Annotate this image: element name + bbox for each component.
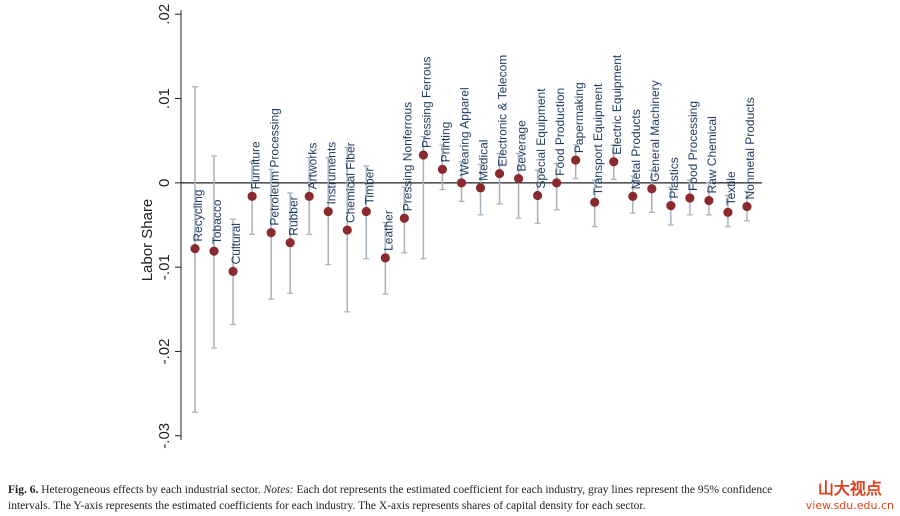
coefficient-dot [475, 183, 486, 193]
sector-label: Nonmetal Products [743, 97, 757, 199]
sector-label: Printing [439, 122, 453, 163]
sector-label: Special Equipment [534, 88, 548, 189]
coefficient-dot [571, 155, 581, 165]
coefficient-dot [590, 197, 600, 207]
coefficient-dot [685, 193, 695, 203]
sector-label: Tobacco [210, 199, 224, 244]
sector-label: Pressing Ferrous [420, 57, 434, 148]
sector-label: Food Processing [686, 101, 700, 191]
sector-label: Instruments [324, 142, 338, 205]
coefficient-dot [361, 206, 371, 217]
sector-label: Metal Products [629, 109, 643, 189]
caption-line: Fig. 6. Heterogeneous effects by each in… [8, 484, 778, 496]
watermark-name: 山大视点 [817, 479, 882, 498]
y-tick-label: -.01 [156, 254, 173, 280]
y-tick-label: .02 [156, 4, 173, 25]
sector-label: Pressing Nonferrous [401, 102, 415, 211]
sector-label: Beverage [515, 120, 529, 172]
coefficient-dot [323, 206, 333, 217]
coefficient-dot [628, 191, 638, 201]
y-axis-label: Labor Share [139, 199, 156, 282]
sector-label: Wearing Apparel [458, 87, 472, 176]
coefficient-dot [304, 191, 314, 201]
coefficient-dot [456, 178, 467, 188]
caption-notes-label: Notes: [263, 484, 294, 496]
coefficient-dot [666, 201, 676, 211]
sector-label: Raw Chemical [705, 116, 719, 193]
watermark: 山大视点 view.sdu.edu.cn [806, 475, 894, 512]
sector-label: Papermaking [572, 82, 586, 153]
coefficient-dot [494, 168, 505, 179]
y-tick-label: -.03 [156, 423, 173, 449]
sector-label: Timber [362, 168, 376, 205]
sector-label: Recycling [191, 190, 205, 242]
sector-label: Petroleum Processing [267, 108, 281, 225]
sector-label: Transport Equipment [591, 83, 605, 195]
watermark-url: view.sdu.edu.cn [805, 499, 894, 512]
coefficient-dot [418, 150, 428, 160]
sector-label: Cultural [229, 223, 243, 264]
sector-label: Leather [382, 210, 396, 251]
caption-title: Heterogeneous effects by each industrial… [41, 484, 261, 496]
coefficient-dot [552, 178, 562, 188]
y-tick-label: .01 [156, 88, 173, 109]
coefficient-dot [609, 157, 619, 167]
coefficient-dot [399, 213, 409, 223]
coefficient-dot [742, 201, 752, 212]
coefficient-dot [247, 191, 257, 201]
sector-label: Furniture [248, 141, 262, 189]
coefficient-dot [266, 227, 276, 238]
sector-label: Electronic & Telecom [496, 55, 510, 167]
sector-label: Food Production [553, 88, 567, 176]
coefficient-dot [533, 190, 543, 201]
coefficient-dot [513, 174, 524, 184]
coefficient-dot [380, 253, 390, 263]
coefficient-dot [228, 266, 238, 276]
y-tick-label: -.02 [156, 339, 173, 365]
caption-label: Fig. 6. [8, 484, 39, 496]
caption-text: Each dot represents the estimated coeffi… [296, 484, 773, 496]
coefficient-dot [342, 225, 352, 235]
sector-label: Medical [477, 140, 491, 181]
sector-label: Textile [724, 171, 738, 205]
y-tick-label: 0 [156, 179, 173, 187]
sector-label: Plastics [667, 157, 681, 198]
coefficient-dot [209, 246, 219, 256]
coefficient-dot [647, 184, 657, 194]
coefficient-dot [285, 238, 295, 248]
coefficient-dot [723, 207, 733, 217]
sector-label: Rubber [286, 196, 300, 235]
chart: Labor Share .02 .01 0 -.01 -.02 -.03 Recycling… [139, 4, 762, 449]
sector-label: Chemical Fiber [343, 142, 357, 223]
coefficient-dot [437, 164, 448, 174]
sector-label: Artworks [305, 143, 319, 190]
caption-text: intervals. The Y-axis represents the est… [8, 500, 646, 512]
coefficient-dot [704, 195, 714, 206]
sector-label: General Machinery [648, 80, 662, 181]
coefficient-dot [190, 244, 200, 254]
sector-label: Electric Equipment [610, 54, 624, 155]
